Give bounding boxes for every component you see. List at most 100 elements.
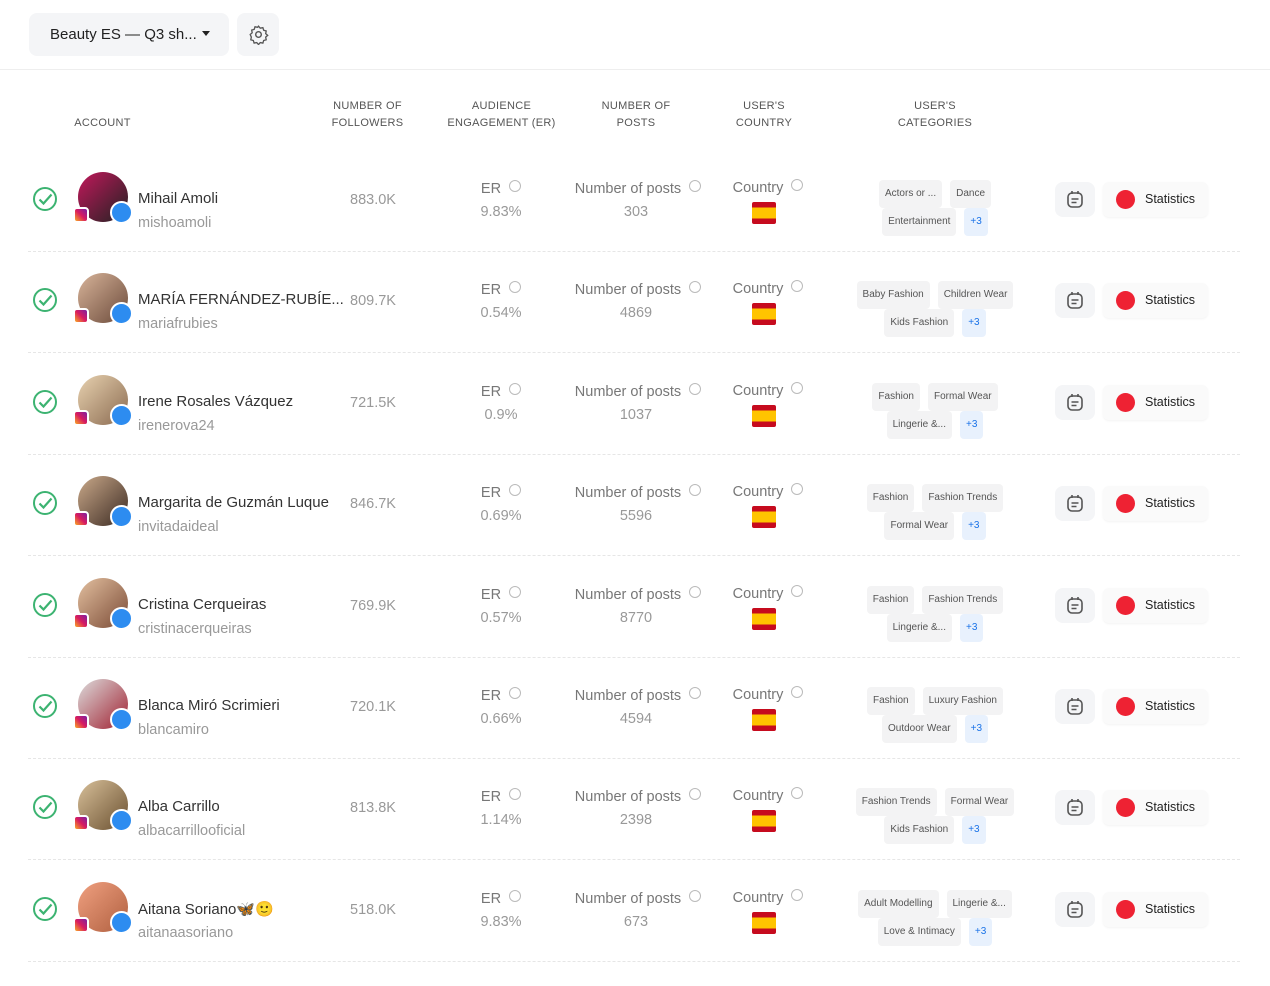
list-badge [110, 809, 133, 833]
followers: 769.9K [350, 597, 396, 614]
posts-value: 673 [623, 913, 649, 930]
er-label: ER [446, 585, 556, 603]
statistics-button[interactable]: Statistics [1103, 689, 1208, 724]
list-badge [110, 708, 133, 731]
more-categories[interactable]: +3 [959, 410, 984, 439]
more-categories[interactable]: +3 [962, 309, 986, 338]
statistics-button[interactable]: Statistics [1103, 587, 1208, 623]
flag-spain [752, 303, 776, 326]
statistics-button[interactable]: Statistics [1103, 891, 1208, 927]
statistics-icon [1116, 494, 1135, 514]
posts-value: 8770 [619, 609, 653, 626]
notes-button[interactable] [1055, 384, 1095, 420]
info-icon [689, 484, 702, 497]
posts-value: 1037 [619, 406, 653, 423]
selected-check[interactable] [32, 693, 58, 724]
list-badge [110, 606, 133, 630]
followers: 518.0K [350, 901, 396, 918]
flag-spain [752, 911, 776, 934]
posts-label: Number of posts [558, 484, 718, 501]
category-tag: Actors or ... [878, 180, 943, 208]
instagram-badge [73, 916, 89, 933]
er-label: ER [446, 687, 556, 704]
statistics-button[interactable]: Statistics [1103, 486, 1208, 522]
category-tag: Adult Modelling [858, 889, 939, 918]
posts-label: Number of posts [558, 281, 718, 298]
notes-button[interactable] [1055, 283, 1095, 319]
categories: Fashion Fashion Trends Formal Wear +3 [820, 484, 1050, 541]
header-followers[interactable]: NUMBER OF FOLLOWERS [331, 100, 404, 129]
country-label: Country [718, 888, 818, 906]
more-categories[interactable]: +3 [962, 816, 986, 845]
influencer-row: MARÍA FERNÁNDEZ-RUBÍE... mariafrubies 809.… [28, 251, 1240, 354]
notes-button[interactable] [1055, 790, 1095, 826]
selected-check[interactable] [32, 287, 58, 318]
list-dropdown[interactable]: Beauty ES — Q3 sh... [29, 13, 229, 56]
info-icon [689, 889, 702, 902]
header-posts: NUMBER OF POSTS [601, 100, 671, 129]
list-badge [110, 201, 133, 224]
info-icon [689, 382, 702, 395]
notes-button[interactable] [1055, 587, 1095, 623]
selected-check[interactable] [32, 896, 58, 927]
settings-button[interactable] [237, 13, 279, 56]
followers: 883.0K [350, 192, 396, 208]
statistics-button[interactable]: Statistics [1103, 283, 1208, 319]
more-categories[interactable]: +3 [964, 208, 988, 236]
category-tag: Kids Fashion [884, 816, 955, 845]
country-label: Country [718, 584, 818, 602]
info-icon [791, 179, 804, 191]
posts-value: 4594 [619, 711, 653, 727]
info-icon [509, 889, 522, 902]
posts-label: Number of posts [558, 889, 718, 907]
statistics-button[interactable]: Statistics [1103, 790, 1208, 826]
country-label: Country [718, 381, 818, 399]
header-categories: USER'S CATEGORIES [897, 100, 973, 129]
more-categories[interactable]: +3 [959, 613, 984, 642]
more-categories[interactable]: +3 [968, 917, 993, 946]
info-icon [689, 281, 702, 294]
er-value: 0.54% [480, 305, 522, 322]
flag-spain [752, 607, 776, 630]
category-tag: Baby Fashion [856, 281, 930, 310]
statistics-icon [1116, 392, 1135, 412]
notes-button[interactable] [1055, 689, 1095, 724]
posts-value: 4869 [619, 305, 653, 322]
name: Blanca Miró Scrimieri [138, 697, 280, 714]
selected-check[interactable] [32, 592, 58, 623]
info-icon [509, 281, 522, 294]
er-label: ER [446, 180, 556, 197]
more-categories[interactable]: +3 [964, 715, 989, 743]
info-icon [791, 381, 804, 394]
statistics-label: Statistics [1145, 293, 1196, 308]
er-label: ER [446, 889, 556, 907]
instagram-badge [73, 308, 89, 325]
selected-check[interactable] [32, 490, 58, 521]
posts-label: Number of posts [558, 382, 718, 400]
more-categories[interactable]: +3 [962, 512, 986, 541]
name: MARÍA FERNÁNDEZ-RUBÍE... [138, 291, 344, 309]
er-value: 9.83% [480, 204, 522, 220]
statistics-label: Statistics [1145, 192, 1196, 206]
statistics-button[interactable]: Statistics [1103, 182, 1208, 217]
selected-check[interactable] [32, 389, 58, 420]
info-icon [791, 483, 804, 496]
statistics-button[interactable]: Statistics [1103, 384, 1208, 420]
categories: Fashion Luxury Fashion Outdoor Wear +3 [820, 687, 1050, 743]
selected-check[interactable] [32, 794, 58, 825]
notes-button[interactable] [1055, 486, 1095, 522]
notes-button[interactable] [1055, 182, 1095, 217]
statistics-label: Statistics [1145, 800, 1196, 815]
handle: albacarrillooficial [138, 823, 246, 840]
list-badge [110, 403, 133, 427]
category-tag: Entertainment [882, 208, 957, 236]
followers: 846.7K [350, 496, 396, 513]
er-value: 0.57% [480, 609, 522, 626]
flag-spain [752, 810, 776, 833]
handle: blancamiro [138, 722, 209, 738]
info-icon [509, 180, 522, 192]
notes-button[interactable] [1055, 891, 1095, 927]
selected-check[interactable] [32, 186, 58, 217]
info-icon [791, 787, 804, 800]
